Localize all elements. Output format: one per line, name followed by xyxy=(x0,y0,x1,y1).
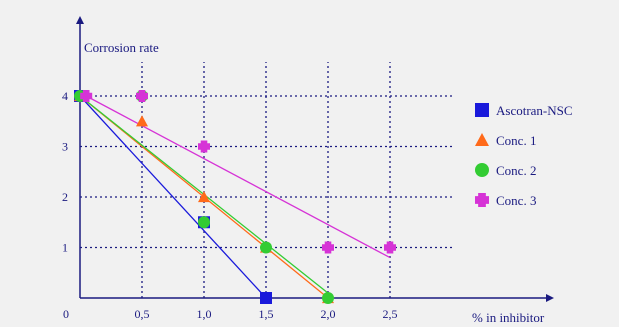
series-markers xyxy=(74,90,396,304)
legend-symbol xyxy=(475,133,489,146)
data-point xyxy=(198,191,210,203)
data-point xyxy=(260,292,272,304)
series-line xyxy=(79,95,267,299)
legend: Ascotran-NSC Conc. 1 Conc. 2 Conc. 3 xyxy=(475,103,573,208)
data-point xyxy=(198,140,210,153)
y-tick-label: 4 xyxy=(62,89,68,103)
x-tick-label: 1,0 xyxy=(197,307,212,321)
y-tick-label: 2 xyxy=(62,190,68,204)
axes xyxy=(76,16,554,302)
data-point xyxy=(322,292,334,304)
y-tick-label: 3 xyxy=(62,140,68,154)
x-tick-label: 2,5 xyxy=(383,307,398,321)
y-axis-label: Corrosion rate xyxy=(84,40,159,55)
data-point xyxy=(322,241,334,254)
data-point xyxy=(80,90,93,102)
legend-label: Conc. 2 xyxy=(496,163,536,178)
data-point xyxy=(384,241,396,254)
legend-label: Ascotran-NSC xyxy=(496,103,573,118)
legend-symbol xyxy=(475,163,489,177)
x-tick-label: 1,5 xyxy=(259,307,274,321)
tick-labels: 0 0,5 1,0 1,5 2,0 2,5 1 2 3 4 xyxy=(62,89,398,321)
data-point xyxy=(136,115,148,127)
x-tick-label: 0,5 xyxy=(135,307,150,321)
y-tick-label: 1 xyxy=(62,241,68,255)
legend-label: Conc. 1 xyxy=(496,133,536,148)
legend-symbol xyxy=(475,193,489,207)
data-point xyxy=(198,216,210,229)
data-point xyxy=(260,241,272,254)
legend-label: Conc. 3 xyxy=(496,193,536,208)
series-line xyxy=(85,95,391,259)
x-axis-label: % in inhibitor xyxy=(472,310,545,325)
legend-symbol xyxy=(475,103,489,117)
origin-label: 0 xyxy=(63,307,69,321)
x-tick-label: 2,0 xyxy=(321,307,336,321)
data-point xyxy=(136,90,148,102)
